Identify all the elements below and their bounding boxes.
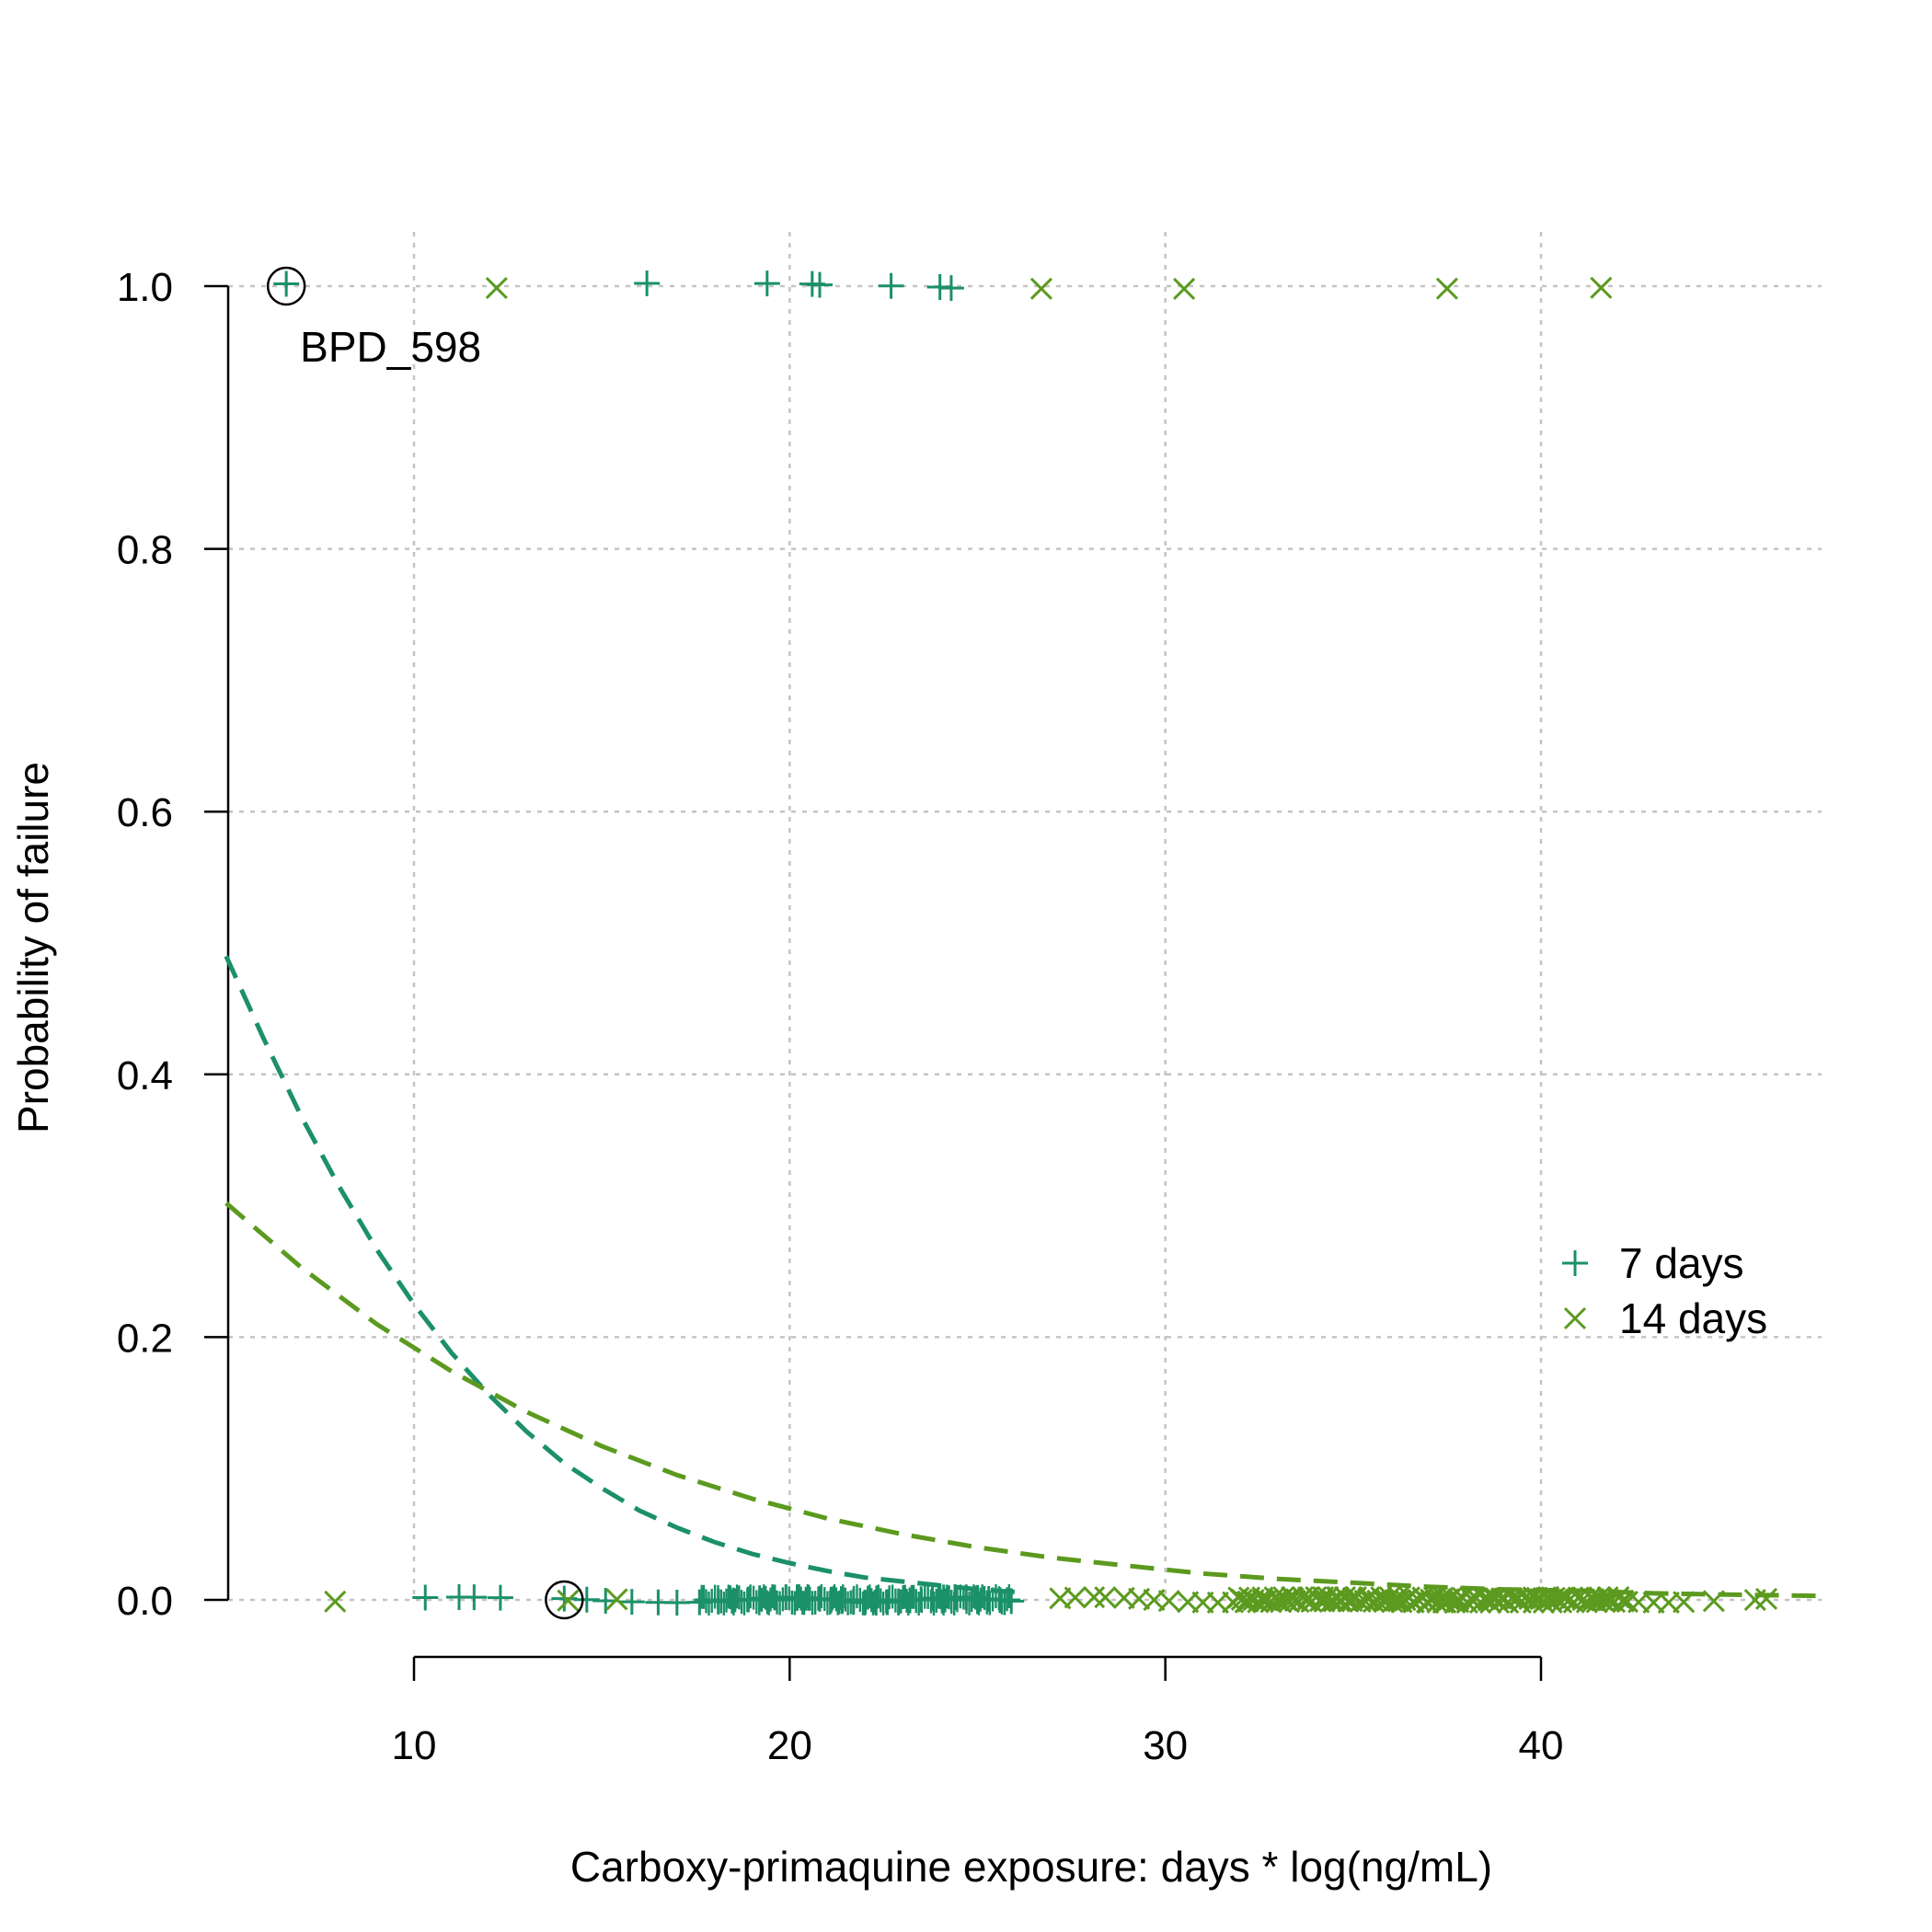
point-failure [937, 275, 964, 302]
point-failure [753, 270, 780, 297]
x-tick-label: 10 [392, 1723, 437, 1768]
point-no-failure [618, 1589, 645, 1616]
point-no-failure [663, 1590, 690, 1616]
point-no-failure [324, 1590, 347, 1613]
point-no-failure [1064, 1586, 1087, 1609]
y-tick-label: 0.8 [117, 528, 173, 573]
point-no-failure [1616, 1590, 1639, 1614]
point-no-failure [605, 1588, 628, 1611]
x-tick-label: 20 [767, 1723, 812, 1768]
point-failure [1173, 277, 1196, 301]
point-failure [878, 272, 904, 299]
legend-marker-plus [1562, 1250, 1588, 1276]
legend-marker-x [1563, 1306, 1587, 1330]
point-no-failure [1094, 1586, 1117, 1609]
y-tick-label: 0.2 [117, 1316, 173, 1361]
x-tick-label: 30 [1143, 1723, 1188, 1768]
point-no-failure [487, 1584, 513, 1611]
point-failure [1029, 277, 1052, 300]
fitted-curve-7-days [224, 955, 1016, 1594]
point-no-failure [1673, 1591, 1696, 1614]
point-failure [807, 271, 833, 298]
point-no-failure [461, 1584, 488, 1611]
point-no-failure [1611, 1589, 1635, 1612]
point-no-failure [1754, 1587, 1778, 1610]
point-failure [634, 270, 661, 297]
x-tick-label: 40 [1519, 1723, 1564, 1768]
highlight-circle [266, 266, 306, 306]
legend: 7 days 14 days [1562, 1239, 1767, 1342]
highlight-circle [545, 1580, 584, 1620]
data-points [273, 270, 1778, 1616]
y-tick-label: 0.6 [117, 790, 173, 835]
point-annotation: BPD_598 [300, 323, 481, 371]
point-failure [273, 270, 300, 297]
y-axis-title: Probability of failure [9, 762, 57, 1133]
point-no-failure [1157, 1590, 1180, 1613]
x-axis-title: Carboxy-primaquine exposure: days * log(… [570, 1843, 1492, 1891]
point-failure [485, 277, 508, 300]
highlighted-points: BPD_598 [266, 266, 584, 1620]
point-no-failure [557, 1589, 580, 1612]
y-tick-label: 0.4 [117, 1053, 173, 1098]
y-tick-label: 1.0 [117, 265, 173, 310]
point-no-failure [1083, 1585, 1106, 1609]
axes: 0.0 0.2 0.4 0.6 0.8 1.0 10 20 30 40 [117, 265, 1564, 1768]
point-failure [1590, 276, 1613, 299]
legend-label: 7 days [1619, 1239, 1744, 1287]
point-failure [1435, 277, 1458, 300]
legend-label: 14 days [1619, 1294, 1767, 1342]
point-no-failure [412, 1584, 439, 1611]
point-no-failure [1702, 1590, 1725, 1613]
y-tick-label: 0.0 [117, 1579, 173, 1624]
